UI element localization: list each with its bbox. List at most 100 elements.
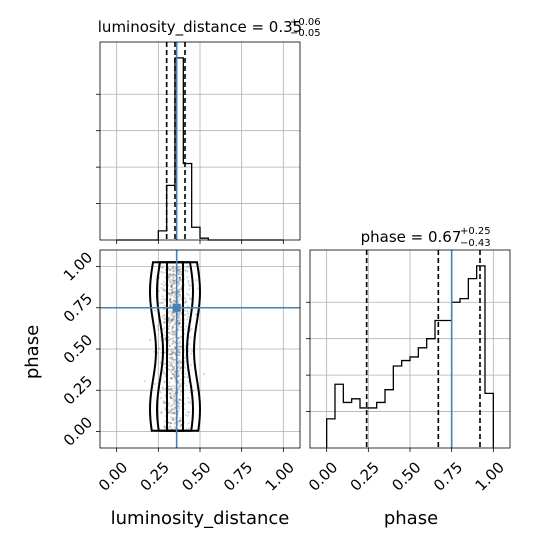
joint-sample-point bbox=[171, 373, 174, 376]
joint-sample-point bbox=[169, 297, 172, 300]
joint-sample-point bbox=[178, 277, 181, 280]
joint-sample-point bbox=[170, 310, 173, 313]
joint-sample-point bbox=[172, 395, 175, 398]
joint-sample-point bbox=[170, 409, 173, 412]
joint-sample-point bbox=[172, 279, 175, 282]
joint-sample-point bbox=[190, 352, 193, 355]
joint-sample-point bbox=[163, 381, 166, 384]
joint-sample-point bbox=[179, 277, 182, 280]
joint-sample-point bbox=[164, 427, 167, 430]
joint-sample-point bbox=[174, 412, 177, 415]
joint-sample-point bbox=[173, 280, 176, 283]
joint-sample-point bbox=[178, 407, 181, 410]
joint-sample-point bbox=[160, 270, 163, 273]
joint-sample-point bbox=[170, 312, 173, 315]
joint-sample-point bbox=[169, 421, 172, 424]
joint-sample-point bbox=[161, 295, 164, 298]
joint-sample-point bbox=[178, 293, 181, 296]
joint-sample-point bbox=[172, 299, 175, 302]
joint-sample-point bbox=[187, 350, 190, 353]
joint-sample-point bbox=[153, 350, 156, 353]
luminosity-distance-title-upper: +0.06 bbox=[290, 17, 321, 28]
joint-sample-point bbox=[164, 387, 167, 390]
joint-sample-point bbox=[167, 411, 170, 414]
joint-sample-point bbox=[178, 340, 181, 343]
joint-sample-point bbox=[187, 312, 190, 315]
luminosity-distance-title-lower: −0.05 bbox=[290, 28, 321, 39]
joint-sample-point bbox=[160, 411, 163, 414]
joint-sample-point bbox=[178, 382, 181, 385]
joint-sample-point bbox=[171, 343, 174, 346]
joint-sample-point bbox=[171, 320, 174, 323]
joint-sample-point bbox=[170, 377, 173, 380]
joint-sample-point bbox=[178, 288, 181, 291]
joint-sample-point bbox=[178, 320, 181, 323]
joint-sample-point bbox=[168, 310, 171, 313]
joint-sample-point bbox=[172, 340, 175, 343]
joint-sample-point bbox=[168, 316, 171, 319]
joint-sample-point bbox=[178, 322, 181, 325]
joint-sample-point bbox=[168, 411, 171, 414]
joint-sample-point bbox=[177, 387, 180, 390]
joint-sample-point bbox=[163, 317, 166, 320]
joint-sample-point bbox=[169, 356, 172, 359]
joint-sample-point bbox=[161, 316, 164, 319]
joint-sample-point bbox=[169, 301, 172, 304]
joint-sample-point bbox=[163, 326, 166, 329]
joint-sample-point bbox=[172, 291, 175, 294]
joint-sample-point bbox=[177, 405, 180, 408]
phase-marginal-xtick-label-2: 0.50 bbox=[388, 458, 424, 494]
joint-sample-point bbox=[171, 315, 174, 318]
joint-sample-point bbox=[159, 391, 162, 394]
joint-sample-point bbox=[171, 284, 174, 287]
joint-sample-point bbox=[174, 346, 177, 349]
joint-sample-point bbox=[180, 288, 183, 291]
joint-sample-point bbox=[178, 399, 181, 402]
joint-sample-point bbox=[169, 422, 172, 425]
joint-sample-point bbox=[169, 425, 172, 428]
joint-sample-point bbox=[179, 271, 182, 274]
joint-sample-point bbox=[189, 336, 192, 339]
joint-sample-point bbox=[170, 370, 173, 373]
joint-sample-point bbox=[173, 295, 176, 298]
joint-sample-point bbox=[177, 404, 180, 407]
joint-sample-point bbox=[169, 303, 172, 306]
joint-sample-point bbox=[177, 322, 180, 325]
joint-sample-point bbox=[172, 368, 175, 371]
joint-sample-point bbox=[173, 398, 176, 401]
joint-sample-point bbox=[187, 380, 190, 383]
joint-sample-point bbox=[178, 276, 181, 279]
joint-xtick-label-4: 1.00 bbox=[262, 458, 298, 494]
joint-sample-point bbox=[173, 407, 176, 410]
joint-sample-point bbox=[174, 300, 177, 303]
joint-sample-point bbox=[187, 315, 190, 318]
joint-sample-point bbox=[172, 314, 175, 317]
joint-sample-point bbox=[168, 278, 171, 281]
luminosity-distance-title: luminosity_distance = 0.35 bbox=[98, 18, 302, 37]
joint-sample-point bbox=[171, 390, 174, 393]
joint-sample-point bbox=[172, 265, 175, 268]
joint-sample-point bbox=[187, 279, 190, 282]
joint-sample-point bbox=[170, 288, 173, 291]
joint-sample-point bbox=[172, 272, 175, 275]
joint-xtick-label-0: 0.00 bbox=[95, 458, 131, 494]
joint-sample-point bbox=[169, 422, 172, 425]
joint-sample-point bbox=[178, 278, 181, 281]
joint-ytick-label-4: 1.00 bbox=[60, 248, 96, 284]
joint-sample-point bbox=[154, 382, 157, 385]
joint-sample-point bbox=[180, 345, 183, 348]
joint-sample-point bbox=[168, 401, 171, 404]
joint-sample-point bbox=[178, 364, 181, 367]
joint-sample-point bbox=[185, 266, 188, 269]
joint-sample-point bbox=[149, 339, 152, 342]
joint-sample-point bbox=[172, 352, 175, 355]
joint-sample-point bbox=[184, 297, 187, 300]
joint-sample-point bbox=[179, 318, 182, 321]
joint-sample-point bbox=[171, 340, 174, 343]
joint-sample-point bbox=[172, 351, 175, 354]
joint-sample-point bbox=[179, 366, 182, 369]
joint-sample-point bbox=[167, 385, 170, 388]
joint-sample-point bbox=[179, 279, 182, 282]
joint-sample-point bbox=[184, 366, 187, 369]
joint-sample-point bbox=[184, 309, 187, 312]
